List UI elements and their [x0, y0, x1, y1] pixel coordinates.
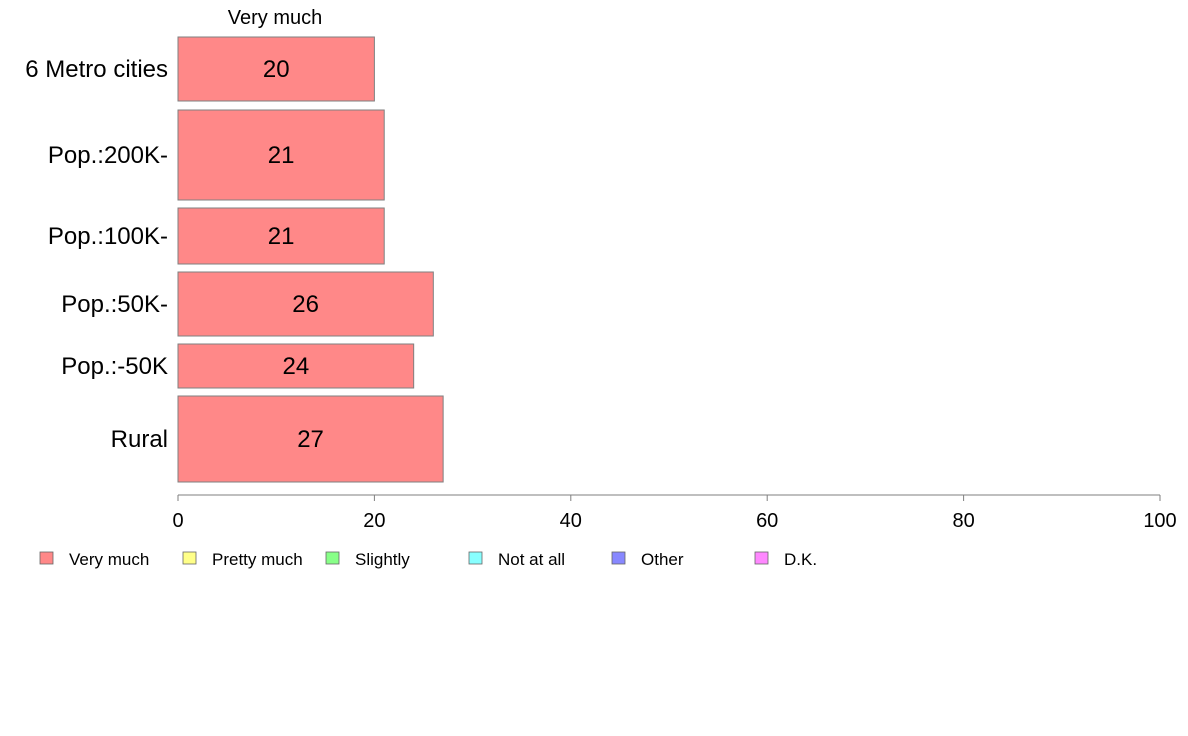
legend-swatch: [40, 552, 53, 564]
x-tick-label: 60: [756, 510, 778, 532]
bar-value-label: 21: [268, 142, 295, 169]
legend-label: Very much: [69, 550, 149, 569]
column-header: Very much: [228, 7, 322, 29]
legend-swatch: [326, 552, 339, 564]
bar-group: [178, 37, 443, 482]
legend-label: Other: [641, 550, 684, 569]
legend-swatch: [469, 552, 482, 564]
category-label: Rural: [111, 426, 168, 453]
legend: Very much Pretty much Slightly Not at all Ot…: [40, 550, 817, 569]
x-tick-label: 100: [1143, 510, 1176, 532]
category-label: Pop.:-50K: [61, 353, 168, 380]
legend-label: Pretty much: [212, 550, 303, 569]
x-tick-label: 0: [172, 510, 183, 532]
legend-label: D.K.: [784, 550, 817, 569]
legend-label: Not at all: [498, 550, 565, 569]
category-label: 6 Metro cities: [25, 56, 168, 83]
category-label: Pop.:50K-: [61, 291, 168, 318]
x-axis: 0 20 40 60 80 100: [172, 495, 1176, 532]
legend-swatch: [183, 552, 196, 564]
x-tick-label: 40: [560, 510, 582, 532]
x-tick-label: 80: [952, 510, 974, 532]
legend-label: Slightly: [355, 550, 410, 569]
category-label: Pop.:100K-: [48, 223, 168, 250]
legend-swatch: [612, 552, 625, 564]
bar-value-label: 21: [268, 223, 295, 250]
legend-swatch: [755, 552, 768, 564]
bar-value-label: 20: [263, 56, 290, 83]
x-tick-label: 20: [363, 510, 385, 532]
bar-value-label: 27: [297, 426, 324, 453]
chart: Very much 6 Metro cities Pop.:200K- Pop.:1…: [0, 0, 1188, 736]
bar-value-label: 24: [282, 353, 309, 380]
bar-value-label: 26: [292, 291, 319, 318]
category-label: Pop.:200K-: [48, 142, 168, 169]
category-labels: 6 Metro cities Pop.:200K- Pop.:100K- Pop.:5…: [25, 56, 168, 453]
